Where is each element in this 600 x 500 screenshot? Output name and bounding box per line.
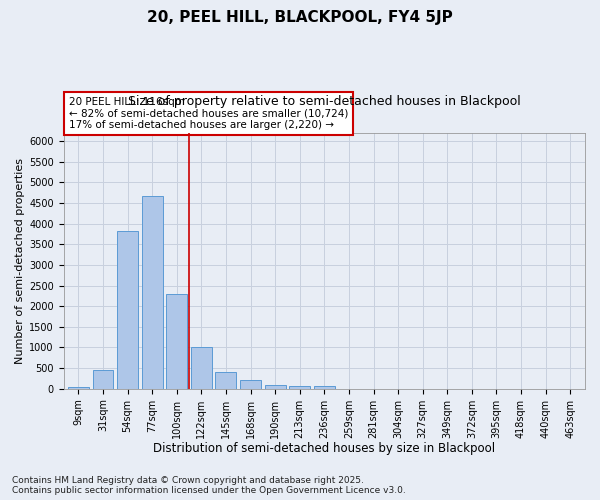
Text: Contains HM Land Registry data © Crown copyright and database right 2025.
Contai: Contains HM Land Registry data © Crown c… (12, 476, 406, 495)
Bar (265, 385, 286, 388)
Text: 20 PEEL HILL: 116sqm
← 82% of semi-detached houses are smaller (10,724)
17% of s: 20 PEEL HILL: 116sqm ← 82% of semi-detac… (69, 97, 348, 130)
Text: 20, PEEL HILL, BLACKPOOL, FY4 5JP: 20, PEEL HILL, BLACKPOOL, FY4 5JP (147, 10, 453, 25)
Bar (191, 347, 212, 389)
Title: Size of property relative to semi-detached houses in Blackpool: Size of property relative to semi-detach… (128, 95, 521, 108)
Bar (314, 386, 335, 388)
Bar (240, 380, 261, 388)
Bar (117, 231, 138, 388)
Y-axis label: Number of semi-detached properties: Number of semi-detached properties (15, 158, 25, 364)
Bar (215, 372, 236, 388)
X-axis label: Distribution of semi-detached houses by size in Blackpool: Distribution of semi-detached houses by … (153, 442, 496, 455)
Bar (166, 294, 187, 388)
Bar (289, 386, 310, 388)
Bar (142, 196, 163, 388)
Bar (92, 370, 113, 388)
